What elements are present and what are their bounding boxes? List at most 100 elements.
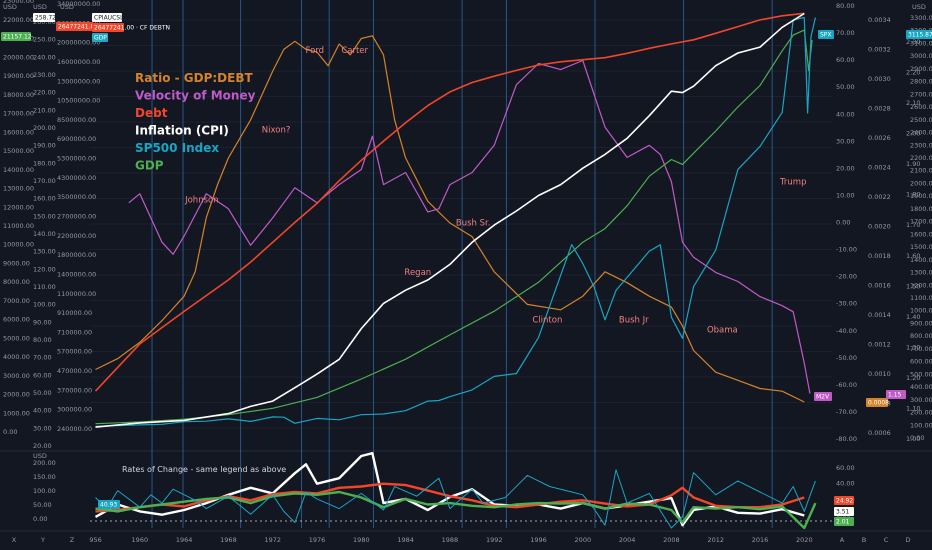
axis-tick-label: 230.00: [33, 71, 56, 79]
x-tick-label: 2016: [752, 536, 769, 544]
axis-tick-label: 3000.00: [910, 52, 932, 60]
legend-item: SP500 Index: [135, 141, 219, 155]
x-tick-label: 1980: [353, 536, 370, 544]
axis-tick-label: 160.00: [33, 195, 56, 203]
axis-tick-label: 250.00: [33, 36, 56, 44]
roc-cpi-tag-bg: [834, 507, 854, 516]
rate-of-change-series: Rates of Change - same legend as above: [94, 452, 817, 530]
axis-tick-label: 300.00: [910, 396, 932, 404]
roc-gdp-tag-bg: [834, 517, 854, 526]
x-tick-label: 1996: [530, 536, 547, 544]
axis-tick-label: 3000.00: [3, 372, 30, 380]
axis-tick-label: 800.00: [910, 332, 932, 340]
cpi-last-tag-bg: [33, 13, 55, 22]
roc-sp500-tag: 40.93: [100, 502, 117, 509]
axis-tick-label: 1200.00: [910, 281, 932, 289]
x-tick-label: 1976: [309, 536, 326, 544]
axis-unit-label: USD: [33, 452, 47, 460]
legend-item: Velocity of Money: [135, 89, 256, 103]
axis-tick-label: 23000.00: [3, 0, 34, 5]
series-line-gdp: [95, 29, 813, 425]
axis-tick-label: 8000.00: [3, 278, 30, 286]
axis-tick-label: 2700.00: [910, 90, 932, 98]
axis-unit-label: USD: [912, 3, 926, 11]
axis-tick-label: 300000.00: [57, 406, 92, 414]
axis-tick-label: 220.00: [33, 89, 56, 97]
axis-tick-label: 0.00: [836, 219, 850, 227]
cpi-last-tag: 258.72: [35, 15, 56, 22]
price-tags: 258.72 21157.12 26477241.00 CPIAUCSL 2647724…: [1, 13, 932, 526]
axis-tick-label: 60.00: [836, 56, 855, 64]
axis-letter: C: [884, 536, 889, 544]
roc-line-sp500-index: [95, 469, 816, 529]
axis-tick-label: 120.00: [33, 265, 56, 273]
axis-tick-label: 1.70: [906, 221, 920, 229]
legend-item: Debt: [135, 106, 168, 120]
axis-tick-label: 200.00: [910, 409, 932, 417]
axis-tick-label: 0.00: [33, 515, 47, 523]
axis-tick-label: 0.0034: [868, 16, 891, 24]
debt-last-tag-bg: [56, 22, 93, 31]
spx-symbol-tag-bg: [818, 30, 834, 39]
axis-tick-label: 2900.00: [910, 65, 932, 73]
axis-tick-label: 1.90: [906, 160, 920, 168]
axis-tick-label: 2800.00: [910, 78, 932, 86]
axis-tick-label: 5000.00: [3, 334, 30, 342]
axis-tick-label: 16000000.00: [57, 58, 100, 66]
series-line-sp500-index: [95, 16, 816, 427]
axis-tick-label: 2600.00: [910, 103, 932, 111]
axis-letter: Y: [40, 536, 45, 544]
axis-tick-label: 3300.00: [910, 14, 932, 22]
axis-tick-label: -10.00: [836, 246, 857, 254]
axis-tick-label: 1.80: [906, 191, 920, 199]
president-label: Bush Sr.: [456, 218, 491, 228]
x-tick-label: 1984: [397, 536, 414, 544]
axis-tick-label: -70.00: [836, 408, 857, 416]
debt-last-tag: 26477241.00: [58, 24, 98, 31]
gdp-symbol-tag-bg: [92, 33, 108, 42]
series-line-inflation-cpi-: [95, 12, 805, 428]
m2v-symbol-tag: M2V: [816, 394, 830, 401]
axis-tick-label: 0.0032: [868, 46, 891, 54]
legend-item: Inflation (CPI): [135, 124, 229, 138]
legend-item: Ratio - GDP:DEBT: [135, 71, 253, 85]
axis-tick-label: 4300000.00: [57, 174, 96, 182]
axis-tick-label: 240.00: [33, 53, 56, 61]
x-tick-label: 956: [89, 536, 101, 544]
axis-tick-label: 140.00: [33, 230, 56, 238]
axis-tick-label: 2200000.00: [57, 232, 96, 240]
cpi-symbol-tag-bg: [92, 13, 122, 22]
axis-tick-label: 1.60: [906, 252, 920, 260]
axis-tick-label: 5300000.00: [57, 155, 96, 163]
axis-tick-label: 80.00: [33, 336, 52, 344]
axis-tick-label: 1.10: [906, 404, 920, 412]
series-line-velocity-of-money: [128, 59, 811, 394]
axis-tick-label: 20000.00: [3, 53, 34, 61]
axis-tick-label: -20.00: [836, 273, 857, 281]
axis-tick-label: 180.00: [33, 159, 56, 167]
axis-tick-label: 20.00: [836, 164, 855, 172]
axis-unit-label: USD: [3, 3, 17, 11]
president-label: Johnson: [184, 195, 219, 205]
axis-tick-label: 60.00: [836, 464, 855, 472]
legend: Ratio - GDP:DEBT Velocity of Money Debt Inf…: [135, 71, 256, 173]
axis-tick-label: 50.00: [33, 501, 52, 509]
axis-tick-label: 210.00: [33, 106, 56, 114]
president-label: Regan: [404, 268, 431, 278]
main-series: [94, 12, 816, 428]
x-tick-label: 1964: [176, 536, 193, 544]
axis-tick-label: -60.00: [836, 381, 857, 389]
axis-letter: A: [840, 536, 845, 544]
axis-tick-label: 50.00: [33, 389, 52, 397]
x-tick-label: 2012: [707, 536, 724, 544]
axis-unit-label: USD: [60, 3, 74, 11]
spx-symbol-tag: SPX: [820, 32, 832, 39]
gdp-last-tag-bg: [1, 32, 31, 41]
axis-tick-label: 17000.00: [3, 110, 34, 118]
axis-tick-label: 14000.00: [3, 166, 34, 174]
axis-tick-label: 570000.00: [57, 348, 92, 356]
axis-tick-label: 2300.00: [910, 141, 932, 149]
roc-gdp-tag: 2.01: [836, 519, 850, 526]
axis-tick-label: 2.00: [906, 130, 920, 138]
